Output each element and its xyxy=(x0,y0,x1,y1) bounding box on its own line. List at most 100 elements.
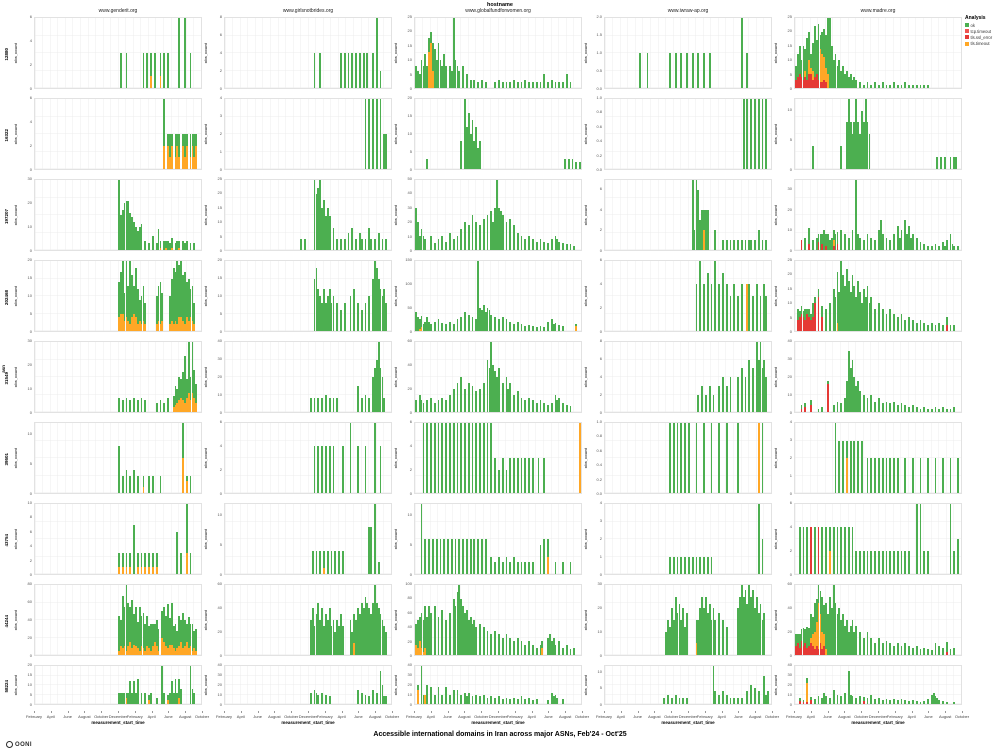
y-axis-title: obs_count xyxy=(772,260,779,332)
bar-segment xyxy=(798,317,801,331)
stacked-bar xyxy=(161,666,164,704)
bar-segment xyxy=(119,692,122,704)
legend: Analysis ok tcp.timeout tls.ssl_error tls.t… xyxy=(965,15,999,46)
bar-segment xyxy=(945,408,948,412)
bar-segment xyxy=(878,637,880,655)
x-tick-label: June xyxy=(633,713,642,719)
stacked-bar xyxy=(125,342,128,412)
bar-segment xyxy=(422,236,425,250)
stacked-bar xyxy=(911,585,914,655)
bar-segment xyxy=(516,637,519,655)
bar-segment xyxy=(144,303,147,324)
stacked-bar xyxy=(433,423,436,493)
y-tick-label: 60 xyxy=(217,581,222,586)
bar-segment xyxy=(806,527,809,574)
bar-segment xyxy=(825,308,827,331)
bar-segment xyxy=(336,620,339,655)
bar-segment xyxy=(129,553,132,567)
y-axis-title: obs_count xyxy=(392,17,399,89)
bar-segment xyxy=(520,562,523,574)
stacked-bar xyxy=(840,342,843,412)
bar-segment xyxy=(896,550,899,574)
stacked-bar xyxy=(360,342,363,412)
panel-cell: obs_count 0 20 40 60 80 100 xyxy=(392,581,582,662)
bar-segment xyxy=(170,145,173,169)
panel-plot xyxy=(224,260,392,332)
stacked-bar xyxy=(738,585,741,655)
bar-segment xyxy=(123,292,126,321)
stacked-bar xyxy=(151,585,154,655)
facet-row-label: 12880 xyxy=(0,14,12,95)
stacked-bar xyxy=(151,504,154,574)
stacked-bar xyxy=(547,666,549,704)
stacked-bar xyxy=(170,99,173,169)
y-tick-label: 3 xyxy=(219,113,222,118)
stacked-bar xyxy=(825,18,827,88)
stacked-bar xyxy=(153,585,156,655)
stacked-bar xyxy=(144,504,147,574)
stacked-bar xyxy=(475,99,478,169)
bar-segment xyxy=(682,608,685,655)
stacked-bar xyxy=(558,342,561,412)
stacked-bar xyxy=(445,180,447,250)
bar-segment xyxy=(456,236,459,250)
bar-segment xyxy=(374,368,376,412)
bar-segment xyxy=(949,157,952,169)
stacked-bar xyxy=(828,261,831,331)
bar-segment xyxy=(140,646,143,655)
bar-segment xyxy=(195,384,198,403)
stacked-bar xyxy=(802,18,805,88)
bar-segment xyxy=(125,650,128,655)
stacked-bar xyxy=(806,261,809,331)
x-tick-label: June xyxy=(924,713,933,719)
bar-segment xyxy=(501,382,504,412)
stacked-bar xyxy=(870,261,873,331)
stacked-bar xyxy=(765,180,768,250)
stacked-bar xyxy=(176,180,179,250)
bar-segment xyxy=(328,289,331,331)
bar-segment xyxy=(701,385,703,412)
y-tick-label: 100 xyxy=(405,581,412,586)
stacked-bar xyxy=(919,585,922,655)
stacked-bar xyxy=(368,180,371,250)
x-tick-label: August xyxy=(938,713,952,719)
x-tick-mark xyxy=(481,711,482,713)
stacked-bar xyxy=(133,504,135,574)
stacked-bar xyxy=(763,261,766,331)
stacked-bar xyxy=(944,99,946,169)
bar-segment xyxy=(163,692,166,704)
stacked-bar xyxy=(825,180,827,250)
stacked-bar xyxy=(317,261,320,331)
stacked-bar xyxy=(878,261,880,331)
bar-segment xyxy=(336,238,339,250)
stacked-bar xyxy=(151,423,154,493)
y-axis-title-text: obs_count xyxy=(773,528,778,550)
bar-segment xyxy=(176,134,179,146)
stacked-bar xyxy=(479,99,481,169)
stacked-bar xyxy=(524,342,527,412)
stacked-bar xyxy=(368,504,371,574)
stacked-bar xyxy=(755,261,758,331)
bar-segment xyxy=(372,377,374,412)
stacked-bar xyxy=(718,423,720,493)
bar-segment xyxy=(415,208,417,250)
bar-segment xyxy=(418,394,421,412)
bar-segment xyxy=(554,322,557,331)
stacked-bar xyxy=(859,504,861,574)
stacked-bar xyxy=(142,423,145,493)
stacked-bar xyxy=(866,99,869,169)
stacked-bar xyxy=(554,504,557,574)
bar-segment xyxy=(136,324,139,331)
panel-cell: obs_count 0 20 40 60 xyxy=(392,338,582,419)
panel-cell: obs_count 0 2 4 6 xyxy=(582,176,772,257)
y-tick-label: 6 xyxy=(599,356,602,361)
stacked-bar xyxy=(193,666,196,704)
stacked-bar xyxy=(821,666,824,704)
bar-segment xyxy=(832,240,835,246)
stacked-bar xyxy=(133,180,135,250)
facet-row-label: 44244 xyxy=(0,581,12,662)
bar-segment xyxy=(317,289,320,331)
panel-cell: obs_count 0 5 10 xyxy=(582,662,772,711)
bar-segment xyxy=(133,613,135,645)
y-tick-label: 0 xyxy=(219,410,222,415)
